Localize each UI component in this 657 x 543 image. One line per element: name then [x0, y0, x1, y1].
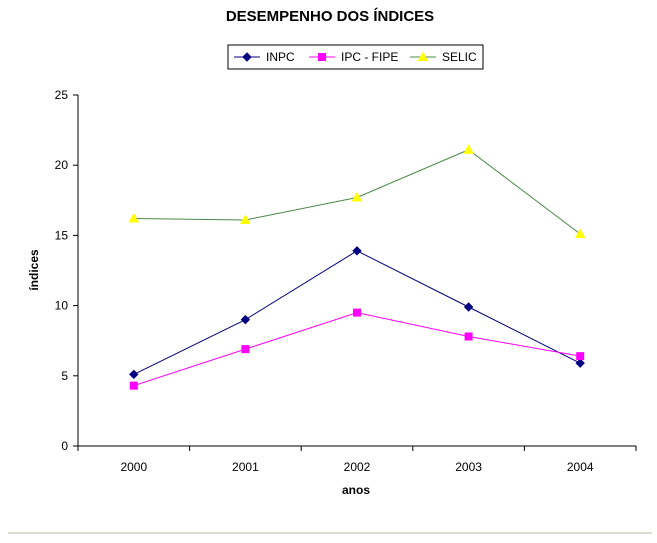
- legend: INPC IPC - FIPE SELIC: [227, 44, 484, 70]
- y-tick-label: 20: [55, 158, 69, 172]
- legend-label-2: SELIC: [442, 50, 477, 64]
- data-point-2-4: [574, 228, 586, 238]
- legend-label-1: IPC - FIPE: [341, 50, 398, 64]
- data-point-1-0: [129, 381, 138, 390]
- legend-box: [227, 44, 484, 70]
- data-point-2-0: [128, 213, 140, 223]
- data-point-0-2: [352, 246, 362, 256]
- chart-title: DESEMPENHO DOS ÍNDICES: [226, 8, 434, 25]
- y-tick-label: 25: [55, 88, 69, 102]
- legend-marker-2: [417, 51, 429, 61]
- data-point-2-2: [351, 191, 363, 202]
- data-point-0-4: [575, 358, 585, 368]
- x-tick-label: 2001: [232, 460, 259, 474]
- data-point-1-2: [353, 308, 361, 317]
- y-tick-label: 0: [61, 439, 68, 453]
- plot-area: 0 5 10 15 20 25 2000 2001 2002 2003 2004: [55, 88, 637, 474]
- y-axis-label: índices: [27, 249, 41, 291]
- data-point-1-4: [576, 352, 585, 361]
- y-tick-label: 15: [55, 228, 69, 242]
- series-line-1: [133, 312, 581, 387]
- series-line-2: [133, 149, 581, 235]
- y-tick-label: 5: [61, 369, 68, 383]
- legend-marker-1: [318, 53, 326, 61]
- x-tick-label: 2000: [120, 460, 147, 474]
- data-point-2-1: [240, 214, 251, 224]
- data-point-0-3: [463, 302, 474, 312]
- legend-marker-0: [242, 52, 252, 62]
- data-point-0-0: [129, 369, 139, 380]
- data-point-2-3: [463, 144, 474, 154]
- x-tick-label: 2003: [455, 460, 482, 474]
- data-point-1-3: [464, 332, 473, 341]
- data-point-0-1: [240, 314, 251, 325]
- y-tick-label: 10: [55, 299, 69, 313]
- x-tick-label: 2002: [344, 460, 371, 474]
- data-point-1-1: [241, 345, 250, 354]
- legend-label-0: INPC: [266, 50, 295, 64]
- x-tick-label: 2004: [567, 460, 594, 474]
- x-axis-label: anos: [342, 483, 370, 497]
